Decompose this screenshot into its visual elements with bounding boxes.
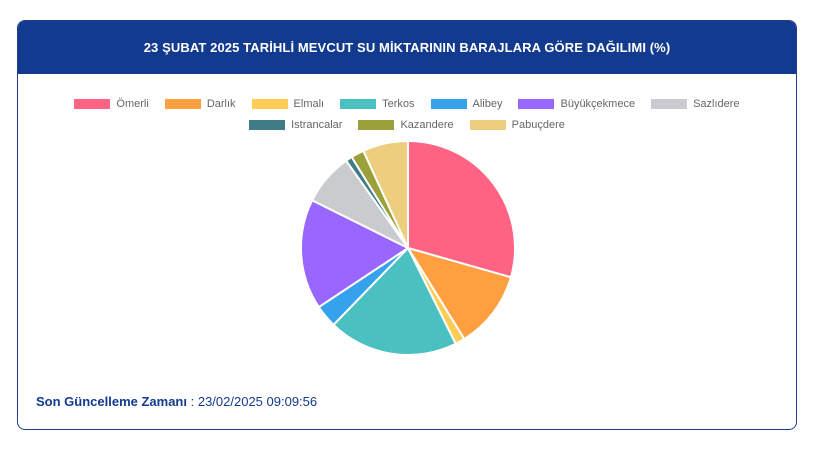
- legend-label: Elmalı: [293, 98, 325, 110]
- legend-item[interactable]: Terkos: [340, 97, 415, 111]
- chart-card: 23 ŞUBAT 2025 TARİHLİ MEVCUT SU MİKTARIN…: [17, 20, 797, 430]
- last-updated-value: 23/02/2025 09:09:56: [197, 394, 318, 409]
- legend-label: Terkos: [382, 98, 415, 110]
- legend-label: Büyükçekmece: [560, 98, 636, 110]
- legend-swatch: [74, 99, 111, 109]
- legend-item[interactable]: Pabuçdere: [469, 118, 565, 132]
- legend-item[interactable]: Büyükçekmece: [518, 97, 635, 111]
- legend-swatch: [518, 99, 555, 109]
- pie-slice-terkos[interactable]: [332, 246, 458, 356]
- pie-slice-pabuçdere[interactable]: [361, 139, 409, 249]
- last-updated-label: Son Güncelleme Zamanı: [36, 394, 187, 409]
- legend-swatch: [340, 99, 377, 109]
- legend-swatch: [249, 120, 286, 130]
- legend-item[interactable]: Kazandere: [358, 118, 454, 132]
- legend-swatch: [358, 120, 395, 130]
- legend-swatch: [251, 99, 288, 109]
- legend-swatch: [469, 120, 506, 130]
- legend-item[interactable]: Sazlıdere: [651, 97, 740, 111]
- legend-item[interactable]: Darlık: [164, 97, 236, 111]
- legend-swatch: [164, 99, 201, 109]
- legend-label: Alibey: [472, 98, 503, 110]
- legend-label: Kazandere: [400, 119, 454, 131]
- last-updated: Son Güncelleme Zamanı : 23/02/2025 09:09…: [36, 394, 317, 409]
- chart-legend: Ömerli Darlık Elmalı Terkos Alibey Büyükçekme…: [18, 97, 796, 132]
- card-header: 23 ŞUBAT 2025 TARİHLİ MEVCUT SU MİKTARIN…: [18, 21, 796, 74]
- legend-item[interactable]: Ömerli: [74, 97, 149, 111]
- pie-slice-büyükçekmece[interactable]: [300, 198, 410, 309]
- last-updated-separator: :: [187, 394, 198, 409]
- pie-slice-darlık[interactable]: [405, 246, 513, 341]
- legend-swatch: [651, 99, 688, 109]
- legend-label: Ömerli: [116, 98, 149, 110]
- legend-label: Darlık: [206, 98, 236, 110]
- legend-item[interactable]: Istrancalar: [249, 118, 342, 132]
- legend-label: Istrancalar: [291, 119, 343, 131]
- chart-title: 23 ŞUBAT 2025 TARİHLİ MEVCUT SU MİKTARIN…: [143, 40, 671, 55]
- pie-slice-ömerli[interactable]: [407, 139, 516, 279]
- legend-label: Pabuçdere: [511, 119, 565, 131]
- pie-chart: [300, 139, 516, 356]
- legend-item[interactable]: Alibey: [430, 97, 503, 111]
- legend-swatch: [430, 99, 467, 109]
- legend-label: Sazlıdere: [693, 98, 740, 110]
- legend-item[interactable]: Elmalı: [251, 97, 325, 111]
